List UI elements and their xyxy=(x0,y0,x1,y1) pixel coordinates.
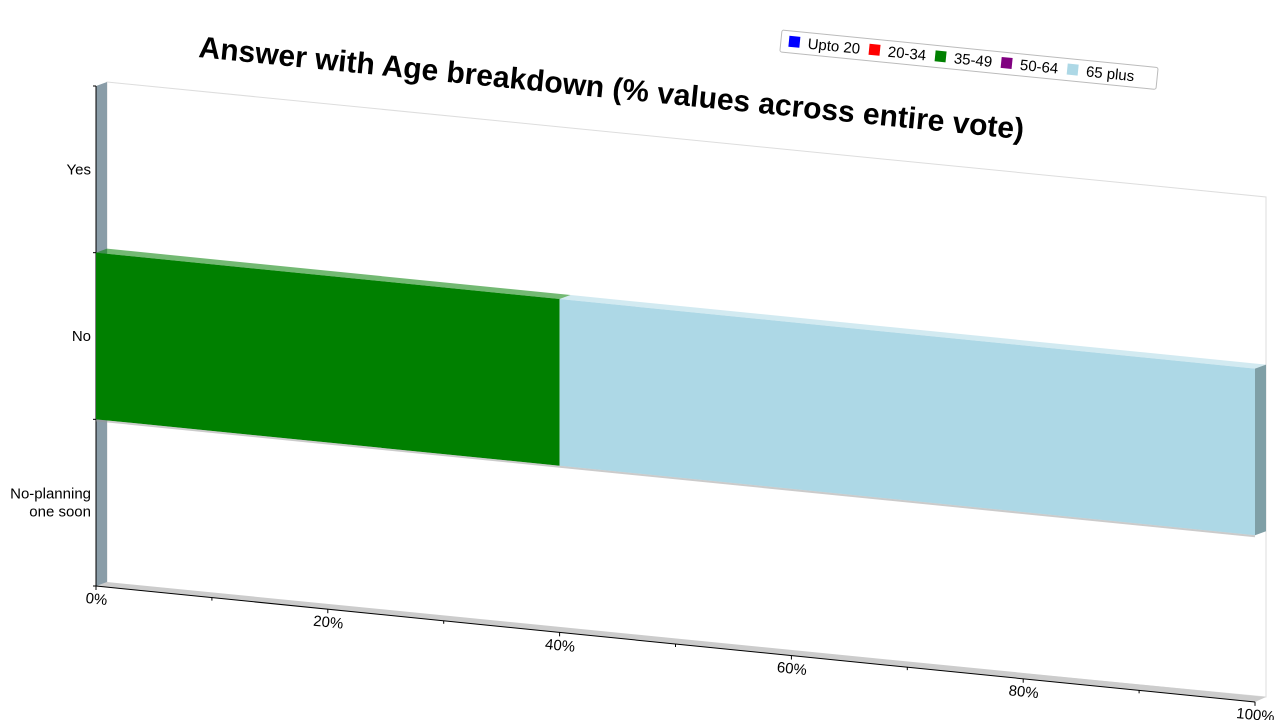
x-tick-label-1: 20% xyxy=(312,613,344,633)
legend-swatch-upto-20 xyxy=(788,35,801,48)
legend-swatch-20-34 xyxy=(868,43,881,56)
legend-label-upto-20: Upto 20 xyxy=(807,36,861,58)
bar-no-35-49-front xyxy=(96,252,560,466)
legend-swatch-50-64 xyxy=(1000,56,1013,69)
legend-label-20-34: 20-34 xyxy=(887,44,927,65)
x-tick-label-3: 60% xyxy=(776,659,808,679)
y-tick-label-no: No xyxy=(72,328,91,345)
bar-no-65-plus-side xyxy=(1255,364,1266,536)
bar-no-65-plus-front xyxy=(559,299,1255,536)
legend-swatch-65-plus xyxy=(1066,63,1079,76)
x-tick-label-2: 40% xyxy=(544,636,576,656)
bar-no-65-plus xyxy=(559,295,1266,538)
legend-swatch-35-49 xyxy=(934,50,947,63)
legend-label-65-plus: 65 plus xyxy=(1085,63,1135,85)
legend-label-50-64: 50-64 xyxy=(1019,57,1059,78)
bar-no-35-49-shadow xyxy=(95,419,560,468)
x-axis-floor xyxy=(96,582,1266,702)
y-tick-label-yes: Yes xyxy=(67,161,91,178)
bar-no-65-plus-shadow xyxy=(559,465,1256,538)
x-tick-label-0: 0% xyxy=(85,590,108,609)
bar-no-65-plus-top xyxy=(559,295,1266,369)
x-tick-label-5: 100% xyxy=(1236,705,1276,720)
x-tick-label-4: 80% xyxy=(1008,682,1040,702)
y-tick-label-no-planning-one-soon: No-planning one soon xyxy=(10,486,91,521)
legend: Upto 20 20-34 35-49 50-64 65 plus xyxy=(779,29,1159,90)
legend-label-35-49: 35-49 xyxy=(953,50,993,71)
bar-no-35-49-top xyxy=(96,248,571,300)
bar-no-35-49 xyxy=(95,248,571,468)
